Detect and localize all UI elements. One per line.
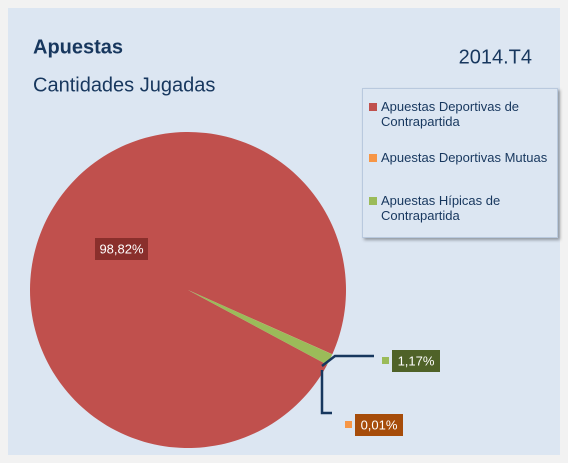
legend-entry: Apuestas Hípicas de Contrapartida xyxy=(369,193,565,223)
legend-swatch xyxy=(369,197,377,205)
legend-entry: Apuestas Deportivas Mutuas xyxy=(369,150,565,165)
leader-line xyxy=(321,354,374,367)
chart-subtitle: Cantidades Jugadas xyxy=(33,74,215,96)
legend-label: Apuestas Deportivas Mutuas xyxy=(381,150,548,165)
legend-entry: Apuestas Deportivas de Contrapartida xyxy=(369,99,565,129)
legend-label: Apuestas Hípicas de Contrapartida xyxy=(381,193,501,223)
legend-swatch xyxy=(369,154,377,162)
pie xyxy=(30,131,347,448)
legend-swatch xyxy=(369,103,377,111)
label-box xyxy=(392,350,440,372)
label-marker xyxy=(345,421,352,428)
legend: Apuestas Deportivas de Contrapartida Apue… xyxy=(362,88,558,238)
leader-line xyxy=(320,370,332,415)
pie-slice xyxy=(188,290,333,355)
data-label: 0,01% xyxy=(361,417,398,432)
data-label: 1,17% xyxy=(398,353,435,368)
data-labels: 98,82% 0,01% 1,17% xyxy=(95,238,440,436)
label-marker xyxy=(382,357,389,364)
period-annotation: 2014.T4 xyxy=(459,46,532,68)
pie-slice xyxy=(30,131,347,448)
pie-slice xyxy=(188,290,333,365)
label-box xyxy=(355,414,403,436)
legend-label: Apuestas Deportivas de Contrapartida xyxy=(381,99,520,129)
data-label: 98,82% xyxy=(99,241,144,256)
chart-title: Apuestas xyxy=(33,36,123,58)
label-box xyxy=(95,238,148,260)
